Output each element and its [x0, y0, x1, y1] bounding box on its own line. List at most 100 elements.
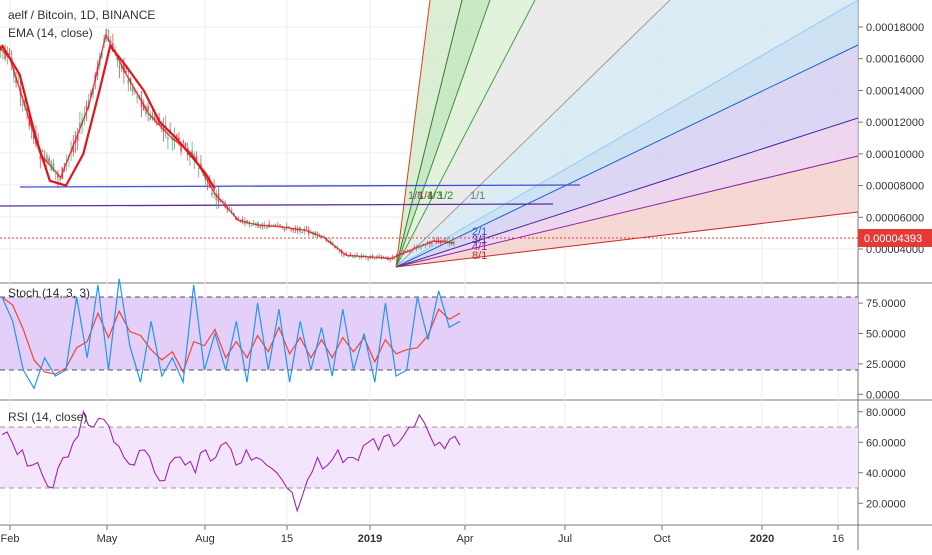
rsi-tick-label: 20.0000 [866, 498, 906, 510]
gann-fan-ray [395, 0, 671, 268]
candle-body [347, 255, 350, 257]
candle-body [178, 137, 180, 141]
candle-body [426, 241, 429, 243]
candle-body [450, 242, 453, 244]
price-tick-label: 0.00014000 [866, 85, 924, 97]
gann-fan-ray [395, 44, 859, 268]
stoch-series[interactable] [1, 278, 461, 390]
stoch-tick-label: 0.0000 [866, 389, 900, 401]
symbol-title: aelf / Bitcoin, 1D, BINANCE [8, 8, 155, 22]
candle-body [437, 239, 440, 242]
candle-body [343, 254, 345, 256]
candle-body [39, 156, 42, 160]
time-tick-label: Oct [653, 533, 670, 545]
rsi-tick-label: 60.0000 [866, 437, 906, 449]
candle-body [435, 241, 438, 243]
candle-body [349, 254, 352, 256]
candle-body [105, 29, 108, 34]
candle-body [48, 158, 50, 163]
candle-body [180, 145, 182, 152]
rsi-legend: RSI (14, close) [8, 410, 87, 424]
candle-body [274, 224, 277, 226]
candle-body [147, 106, 149, 111]
candle-body [413, 247, 416, 249]
candle-body [266, 227, 268, 229]
candle-body [424, 244, 427, 246]
stoch-legend: Stoch (14, 3, 3) [8, 286, 90, 300]
candle-body [367, 257, 369, 259]
candle-body [175, 135, 178, 139]
candle-body [118, 66, 121, 68]
stoch-axis[interactable]: 75.0000 50.0000 25.0000 0.0000 [858, 298, 906, 401]
gann-fan-label: 8/1 [472, 250, 487, 262]
gann-fan-ray [395, 211, 859, 268]
candle-body [160, 121, 163, 129]
candle-body [354, 255, 356, 258]
ema-legend: EMA (14, close) [8, 26, 93, 40]
candle-body [153, 116, 156, 121]
gann-fan-label: 1/4 [418, 190, 433, 202]
gann-fan-ray [395, 117, 859, 268]
candle-body [391, 257, 394, 260]
price-tick-label: 0.00018000 [866, 22, 924, 34]
candle-body [277, 224, 279, 226]
candle-body [453, 242, 455, 245]
candle-body [378, 255, 380, 257]
gann-fan-ray [395, 155, 859, 268]
candle-body [393, 257, 396, 259]
candle-body [250, 225, 253, 227]
time-tick-label: 16 [832, 533, 844, 545]
candle-body [255, 223, 257, 225]
candle-body [292, 229, 295, 231]
stoch-tick-label: 25.0000 [866, 359, 906, 371]
candle-body [140, 99, 143, 107]
rsi-tick-label: 80.0000 [866, 407, 906, 419]
rsi-band [0, 427, 858, 488]
candle-body [156, 123, 158, 125]
candle-body [182, 141, 185, 143]
gann-fan-label: 1/2 [438, 190, 453, 202]
rsi-axis[interactable]: 80.0000 60.0000 40.0000 20.0000 [858, 407, 906, 511]
candle-body [417, 245, 420, 247]
horizontal-line-blue[interactable] [19, 184, 581, 188]
candle-body [59, 178, 61, 181]
candle-body [241, 219, 244, 222]
rsi-series[interactable] [1, 409, 461, 513]
time-axis[interactable]: Feb May Aug 15 2019 Apr Jul Oct 2020 16 [1, 525, 845, 545]
candle-body [189, 154, 191, 158]
candle-body [230, 210, 233, 212]
candle-body [431, 243, 433, 245]
candle-body [301, 232, 303, 234]
candle-body [411, 249, 413, 251]
gann-fan-ray [395, 0, 431, 268]
candle-body [191, 150, 193, 154]
candle-body [402, 253, 405, 255]
candle-body [151, 113, 154, 118]
candle-body [149, 117, 152, 120]
stoch-d-line [1, 296, 461, 375]
candle-body [164, 124, 167, 128]
candle-body [79, 122, 81, 128]
gann-fan-drawing[interactable]: 1/81/41/31/2 1/1 2/13/14/18/1 [395, 0, 859, 268]
stoch-tick-label: 50.0000 [866, 329, 906, 341]
horizontal-line-purple[interactable] [0, 203, 554, 207]
price-series[interactable] [0, 27, 455, 260]
candle-body [52, 163, 55, 172]
candle-body [41, 150, 44, 152]
candle-body [26, 108, 28, 112]
candle-body [442, 240, 444, 242]
candle-body [127, 79, 130, 84]
price-tick-label: 0.00008000 [866, 181, 924, 193]
time-tick-label: 15 [281, 533, 293, 545]
last-price-label: 0.00004393 [864, 233, 922, 245]
candle-body [125, 70, 127, 72]
candle-body [184, 143, 187, 147]
price-tick-label: 0.00012000 [866, 117, 924, 129]
candle-body [420, 247, 422, 249]
candle-body [444, 240, 446, 242]
time-tick-label: Apr [456, 533, 473, 545]
gann-fan-ray [395, 0, 859, 268]
candle-body [321, 235, 323, 237]
